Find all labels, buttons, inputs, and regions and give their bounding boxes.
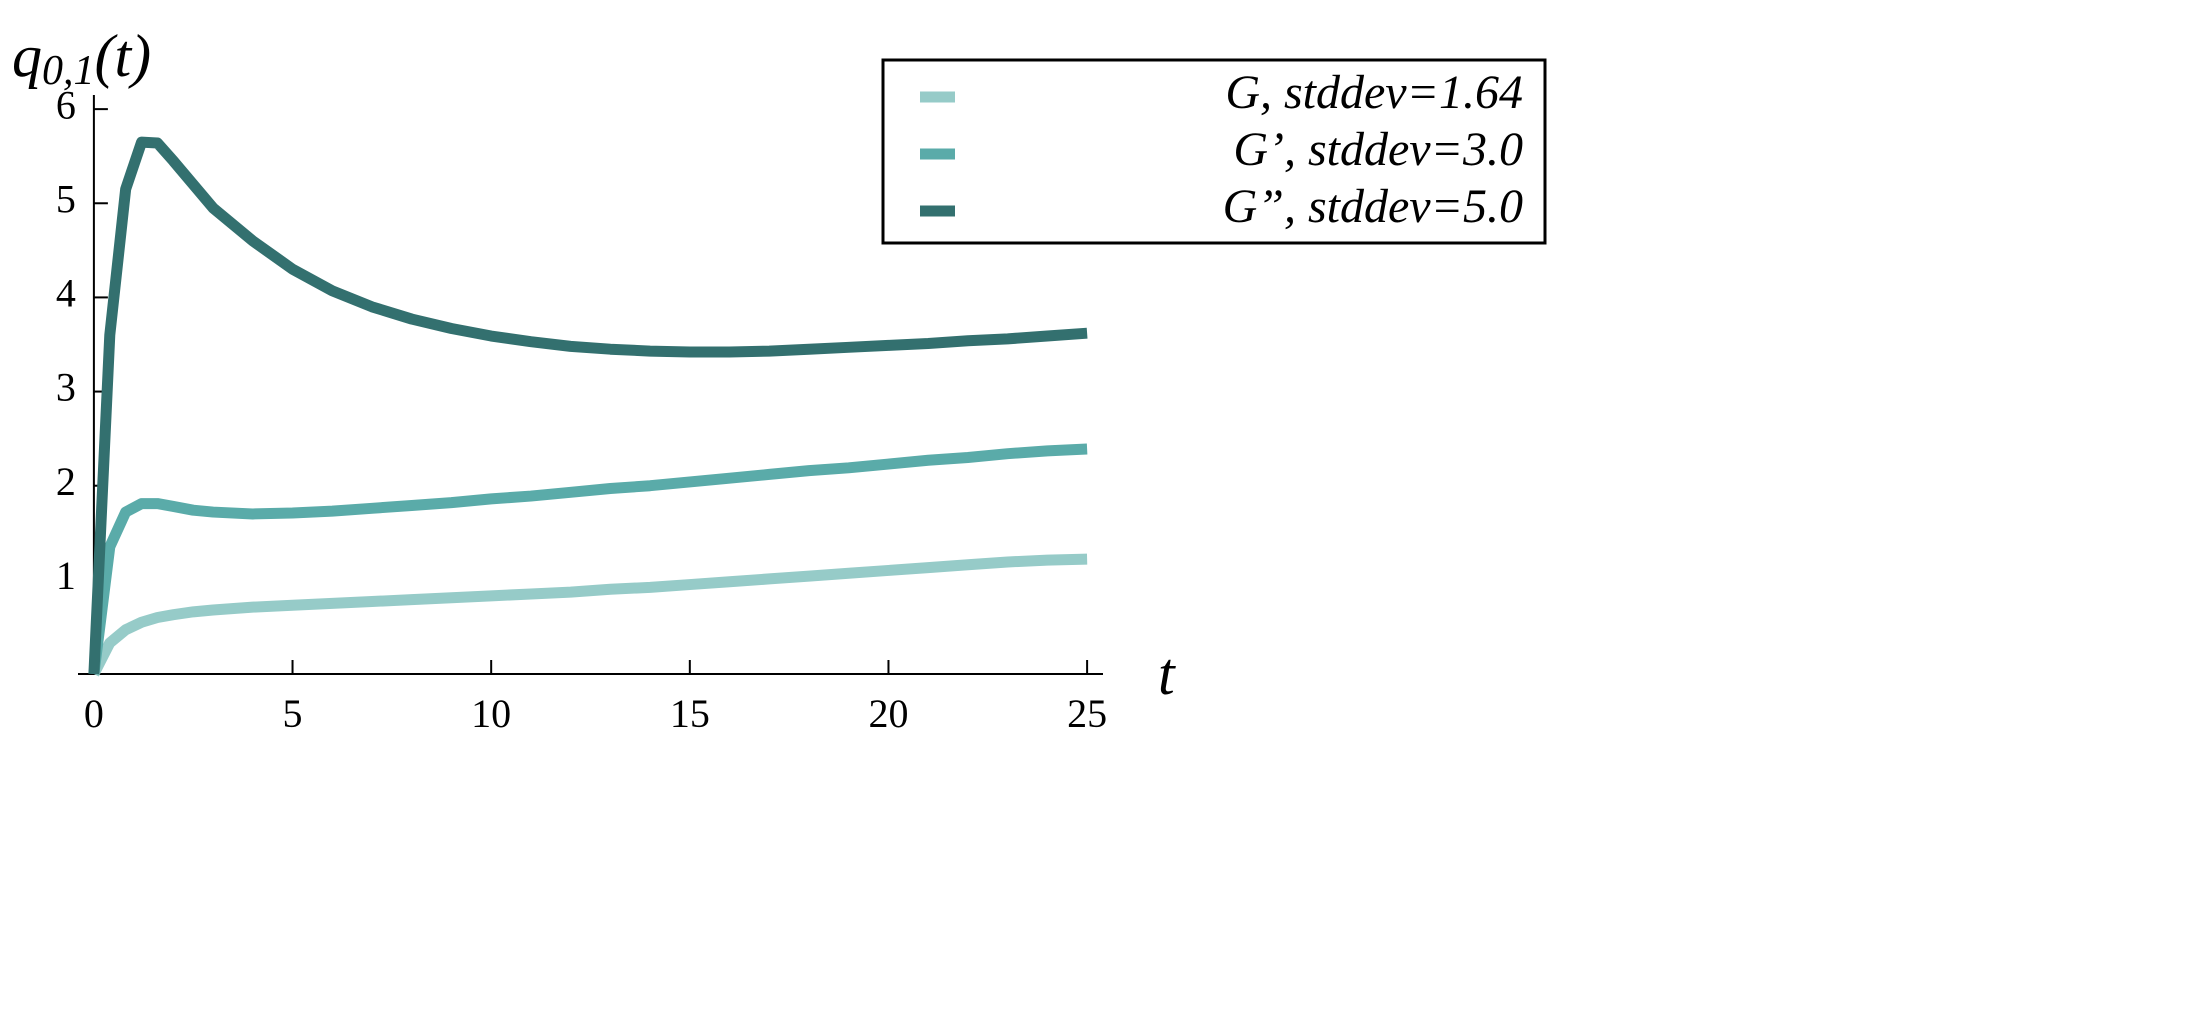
y-tick-label: 6 — [56, 82, 76, 127]
x-tick-label: 20 — [868, 691, 908, 736]
x-tick-label: 25 — [1067, 691, 1107, 736]
series-line — [88, 136, 1088, 675]
series-line — [88, 443, 1088, 675]
y-tick-label: 1 — [56, 553, 76, 598]
series-line — [88, 553, 1088, 677]
x-tick-label: 10 — [471, 691, 511, 736]
x-tick-label: 5 — [283, 691, 303, 736]
x-axis-label: t — [1158, 641, 1176, 707]
y-tick-label: 4 — [56, 271, 76, 316]
y-label-base: q — [12, 23, 42, 89]
y-axis-label: q0,1(t) — [12, 23, 151, 94]
x-tick-label: 15 — [670, 691, 710, 736]
y-tick-label: 2 — [56, 459, 76, 504]
y-tick-label: 3 — [56, 365, 76, 410]
y-label-subscript: 0,1 — [42, 48, 95, 94]
legend-label: G’, stddev=3.0 — [1233, 123, 1523, 176]
y-label-suffix: (t) — [95, 23, 152, 89]
legend-box — [881, 58, 1547, 245]
legend-label: G, stddev=1.64 — [1225, 66, 1523, 119]
y-tick-label: 5 — [56, 176, 76, 221]
x-tick-label: 0 — [84, 691, 104, 736]
legend-label: G”, stddev=5.0 — [1223, 180, 1523, 233]
